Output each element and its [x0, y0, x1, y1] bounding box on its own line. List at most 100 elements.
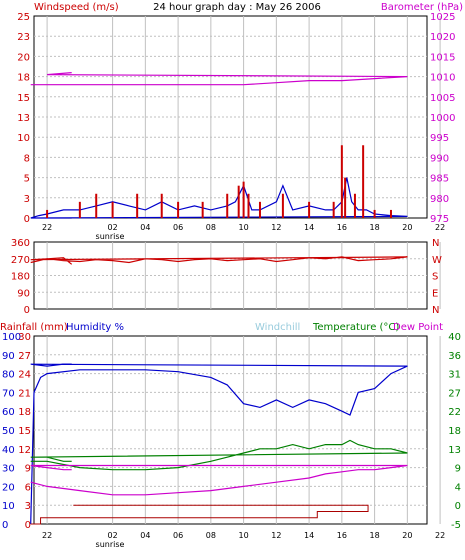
y-tick-label: 22: [448, 407, 461, 418]
y-tick-label: 1025: [430, 12, 455, 23]
y-tick-label: 8: [24, 153, 30, 164]
x-tick-label: 06: [173, 223, 183, 232]
y-tick-label: 27: [18, 351, 31, 362]
x-tick-label: 14: [304, 531, 314, 540]
y-tick-label: 21: [18, 388, 31, 399]
x-tick-label: 12: [271, 223, 281, 232]
y-tick-label: 0: [2, 520, 8, 531]
y-tick-label: 1010: [430, 73, 455, 84]
y-tick-label: N: [432, 305, 439, 316]
y-tick-label: 10: [2, 501, 15, 512]
y-tick-label: 0: [455, 501, 461, 512]
y-tick-label: 995: [430, 133, 449, 144]
x-tick-label: 18: [370, 531, 380, 540]
direction-line: [30, 256, 408, 265]
x-tick-label: 10: [239, 223, 249, 232]
y-tick-label: 12: [18, 445, 31, 456]
y-tick-label: 20: [2, 482, 15, 493]
y-tick-label: 6: [25, 482, 31, 493]
x-tick-label: 22: [435, 531, 445, 540]
x-tick-label: 08: [206, 223, 216, 232]
y-tick-label: 0: [24, 214, 30, 225]
humidity-label: Humidity %: [66, 322, 124, 333]
y-tick-label: 90: [17, 288, 30, 299]
temperature-line: [30, 439, 408, 471]
y-tick-label: 30: [18, 332, 31, 343]
temperature-label: Temperature (°C): [312, 322, 399, 333]
y-tick-label: 36: [448, 351, 461, 362]
sunrise-label-1: sunrise: [96, 232, 125, 241]
x-tick-label: 04: [140, 223, 150, 232]
dewpoint-label: Dew Point: [393, 322, 443, 333]
y-tick-label: 80: [2, 370, 15, 381]
y-tick-label: 18: [448, 426, 461, 437]
y-tick-label: 60: [2, 407, 15, 418]
y-tick-label: S: [432, 272, 438, 283]
x-tick-label: 14: [304, 223, 314, 232]
x-tick-label: 02: [108, 531, 118, 540]
y-tick-label: 985: [430, 174, 449, 185]
sunrise-label-2: sunrise: [96, 540, 125, 549]
y-tick-label: 5: [24, 174, 30, 185]
y-tick-label: 4: [455, 482, 461, 493]
windchill-label: Windchill: [255, 322, 300, 333]
y-tick-label: 100: [2, 332, 21, 343]
x-tick-label: 12: [271, 531, 281, 540]
y-tick-label: 975: [430, 214, 449, 225]
x-tick-label: 18: [370, 223, 380, 232]
humidity-line: [30, 363, 408, 525]
y-tick-label: 9: [455, 464, 461, 475]
y-tick-label: 24: [18, 370, 31, 381]
y-tick-label: 25: [17, 12, 30, 23]
direction-left-axis: 360 270 180 90 0: [11, 238, 30, 316]
y-tick-label: 20: [17, 52, 30, 63]
wind-left-axis: 25 23 20 18 15 13 10 8 5 3 0: [17, 12, 30, 225]
y-tick-label: W: [432, 255, 442, 266]
wind-series: [30, 72, 408, 219]
windspeed-line: [30, 177, 408, 219]
y-tick-label: N: [432, 238, 439, 249]
y-tick-label: 40: [448, 332, 461, 343]
chart-title: 24 hour graph day : May 26 2006: [153, 2, 321, 13]
y-tick-label: 90: [2, 351, 15, 362]
y-tick-label: 1000: [430, 113, 455, 124]
y-tick-label: 9: [25, 464, 31, 475]
y-tick-label: 3: [25, 501, 31, 512]
x-tick-label: 20: [402, 223, 412, 232]
y-tick-label: 15: [17, 93, 30, 104]
x-tick-label: 16: [337, 223, 347, 232]
y-tick-label: 31: [448, 370, 461, 381]
x-tick-label: 06: [173, 531, 183, 540]
y-tick-label: -5: [451, 520, 461, 531]
x-tick-label: 22: [435, 223, 445, 232]
y-tick-label: 70: [2, 388, 15, 399]
rainfall-line: [30, 504, 369, 525]
y-tick-label: 0: [24, 305, 30, 316]
y-tick-label: 40: [2, 445, 15, 456]
y-tick-label: 13: [17, 113, 30, 124]
y-tick-label: 3: [24, 194, 30, 205]
windspeed-label: Windspeed (m/s): [34, 2, 119, 13]
x-tick-label: 02: [108, 223, 118, 232]
dewpoint-line: [30, 464, 408, 496]
x-tick-label: 04: [140, 531, 150, 540]
y-tick-label: 990: [430, 153, 449, 164]
x-tick-label: 22: [42, 531, 52, 540]
y-tick-label: 50: [2, 426, 15, 437]
climate-x-axis: 22 02 04 06 08 10 12 14 16 18 20 22: [42, 531, 445, 540]
wind-x-axis: 22 02 04 06 08 10 12 14 16 18 20 22: [42, 223, 445, 232]
y-tick-label: 1015: [430, 52, 455, 63]
x-tick-label: 08: [206, 531, 216, 540]
y-tick-label: 15: [18, 426, 31, 437]
y-tick-label: 27: [448, 388, 461, 399]
y-tick-label: 10: [17, 133, 30, 144]
y-tick-label: 18: [17, 73, 30, 84]
y-tick-label: 1020: [430, 32, 455, 43]
y-tick-label: E: [432, 288, 438, 299]
y-tick-label: 980: [430, 194, 449, 205]
barometer-right-axis: 1025 1020 1015 1010 1005 1000 995 990 985 980 975: [430, 12, 455, 225]
